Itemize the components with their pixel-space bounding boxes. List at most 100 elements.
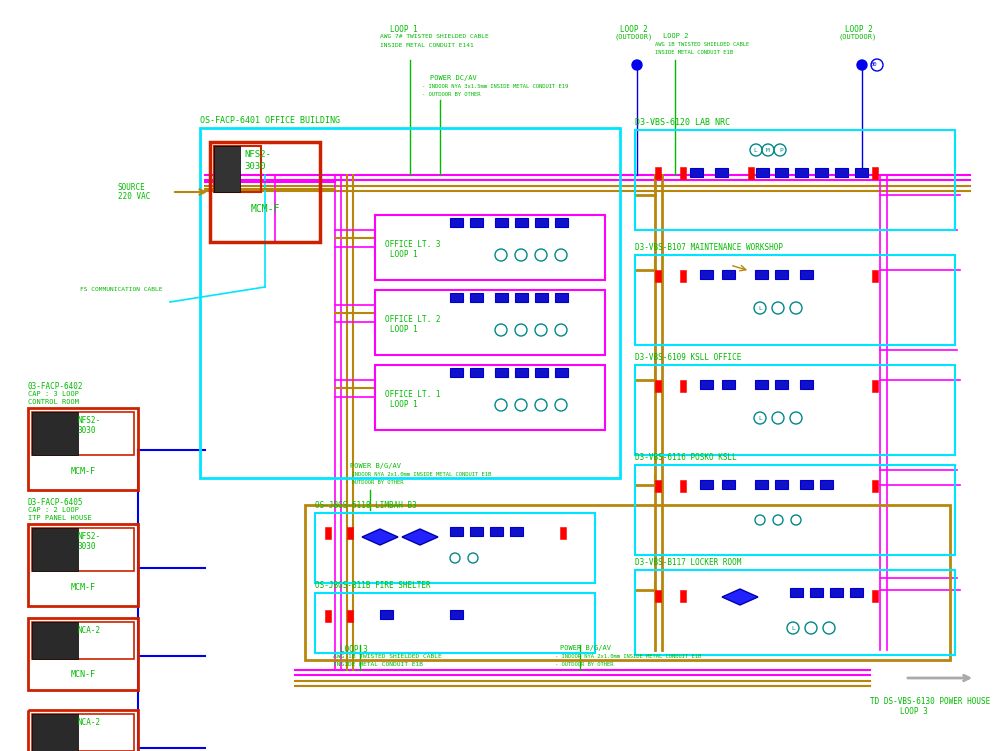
Text: AWG 7# TWISTED SHIELDED CABLE: AWG 7# TWISTED SHIELDED CABLE (380, 34, 489, 39)
Text: 3030: 3030 (244, 162, 266, 171)
Bar (380, 610, 393, 619)
Text: INSIDE METAL CONDUIT E1B: INSIDE METAL CONDUIT E1B (655, 50, 733, 55)
Bar (820, 480, 833, 489)
Bar (855, 168, 868, 177)
Text: CONTROL ROOM: CONTROL ROOM (28, 399, 79, 405)
Bar (535, 368, 548, 377)
Bar (535, 293, 548, 302)
Bar (775, 480, 788, 489)
Bar (515, 293, 528, 302)
Bar (450, 368, 463, 377)
Text: D3-VBS-B107 MAINTENANCE WORKSHOP: D3-VBS-B107 MAINTENANCE WORKSHOP (635, 243, 783, 252)
Bar (375, 365, 605, 430)
Text: LOOP 1: LOOP 1 (390, 25, 418, 34)
Bar (810, 588, 823, 597)
Bar (680, 270, 686, 282)
Text: D3-VBS-6109 KSLL OFFICE: D3-VBS-6109 KSLL OFFICE (635, 353, 741, 362)
Text: D3-VBS-6120 LAB NRC: D3-VBS-6120 LAB NRC (635, 118, 730, 127)
Text: AWG 1B TWISTED SHIELDED CABLE: AWG 1B TWISTED SHIELDED CABLE (333, 654, 442, 659)
Bar (800, 480, 813, 489)
Bar (655, 480, 661, 492)
Bar (32, 714, 78, 751)
Bar (872, 480, 878, 492)
Bar (375, 290, 605, 355)
Bar (200, 128, 620, 478)
Bar (32, 412, 78, 454)
Bar (32, 622, 134, 659)
Bar (680, 480, 686, 492)
Text: LOOP 2: LOOP 2 (845, 25, 873, 34)
Circle shape (857, 60, 867, 70)
Bar (450, 527, 463, 536)
Bar (872, 167, 878, 179)
Bar (680, 380, 686, 392)
Bar (795, 168, 808, 177)
Text: CAP : 3 LOOP: CAP : 3 LOOP (28, 391, 79, 397)
Text: - OUTDOOR BY OTHER: - OUTDOOR BY OTHER (555, 662, 614, 667)
Bar (32, 528, 78, 571)
Bar (214, 146, 240, 192)
Text: AWG 1B TWISTED SHIELDED CABLE: AWG 1B TWISTED SHIELDED CABLE (655, 42, 749, 47)
Text: L: L (758, 306, 762, 310)
Bar (450, 610, 463, 619)
Bar (555, 293, 568, 302)
Bar (655, 270, 661, 282)
Bar (872, 380, 878, 392)
Bar (515, 218, 528, 227)
Text: L: L (791, 626, 795, 631)
Bar (755, 480, 768, 489)
Bar (32, 528, 134, 571)
Text: FS COMMUNICATION CABLE: FS COMMUNICATION CABLE (80, 287, 162, 292)
Text: - INDOOR NYA 2x1.0mm INSIDE METAL CONDUIT E1B: - INDOOR NYA 2x1.0mm INSIDE METAL CONDUI… (555, 654, 701, 659)
Bar (555, 218, 568, 227)
Bar (635, 570, 955, 655)
Bar (700, 380, 713, 389)
Bar (28, 618, 138, 690)
Bar (815, 168, 828, 177)
Text: LOOP 3: LOOP 3 (340, 645, 368, 654)
Bar (756, 168, 769, 177)
Text: P: P (779, 147, 783, 152)
Polygon shape (722, 589, 758, 605)
Text: NCA-2: NCA-2 (78, 718, 101, 727)
Text: M: M (766, 147, 770, 152)
Text: - OUTDOOR BY OTHER: - OUTDOOR BY OTHER (345, 480, 404, 485)
Text: LOOP 3: LOOP 3 (900, 707, 928, 716)
Text: LOOP 1: LOOP 1 (390, 325, 418, 334)
Text: POWER B/G/AV: POWER B/G/AV (350, 463, 401, 469)
Bar (722, 480, 735, 489)
Bar (495, 293, 508, 302)
Bar (28, 524, 138, 606)
Text: OFFICE LT. 3: OFFICE LT. 3 (385, 240, 440, 249)
Bar (347, 610, 353, 622)
Bar (450, 218, 463, 227)
Text: OS-FACP-6401 OFFICE BUILDING: OS-FACP-6401 OFFICE BUILDING (200, 116, 340, 125)
Polygon shape (362, 529, 398, 545)
Text: (OUTDOOR): (OUTDOOR) (838, 33, 876, 40)
Bar (470, 218, 483, 227)
Bar (470, 293, 483, 302)
Bar (775, 380, 788, 389)
Bar (775, 168, 788, 177)
Bar (28, 408, 138, 490)
Text: OS-JBGS-B11B FIRE SHELTER: OS-JBGS-B11B FIRE SHELTER (315, 581, 431, 590)
Bar (872, 590, 878, 602)
Bar (32, 622, 78, 659)
Text: - OUTDOOR BY OTHER: - OUTDOOR BY OTHER (422, 92, 480, 97)
Bar (555, 368, 568, 377)
Bar (515, 368, 528, 377)
Text: OS-JBGS-6118 LIMBAH B3: OS-JBGS-6118 LIMBAH B3 (315, 501, 417, 510)
Bar (830, 588, 843, 597)
Bar (722, 270, 735, 279)
Bar (305, 505, 950, 660)
Bar (700, 270, 713, 279)
Bar (635, 365, 955, 455)
Text: 03-FACP-6402: 03-FACP-6402 (28, 382, 84, 391)
Text: INSIDE METAL CONDUIT E141: INSIDE METAL CONDUIT E141 (380, 43, 474, 48)
Bar (748, 167, 754, 179)
Bar (490, 527, 503, 536)
Text: MCM-F: MCM-F (70, 583, 96, 592)
Bar (560, 527, 566, 539)
Bar (800, 270, 813, 279)
Text: D3-FACP-6405: D3-FACP-6405 (28, 498, 84, 507)
